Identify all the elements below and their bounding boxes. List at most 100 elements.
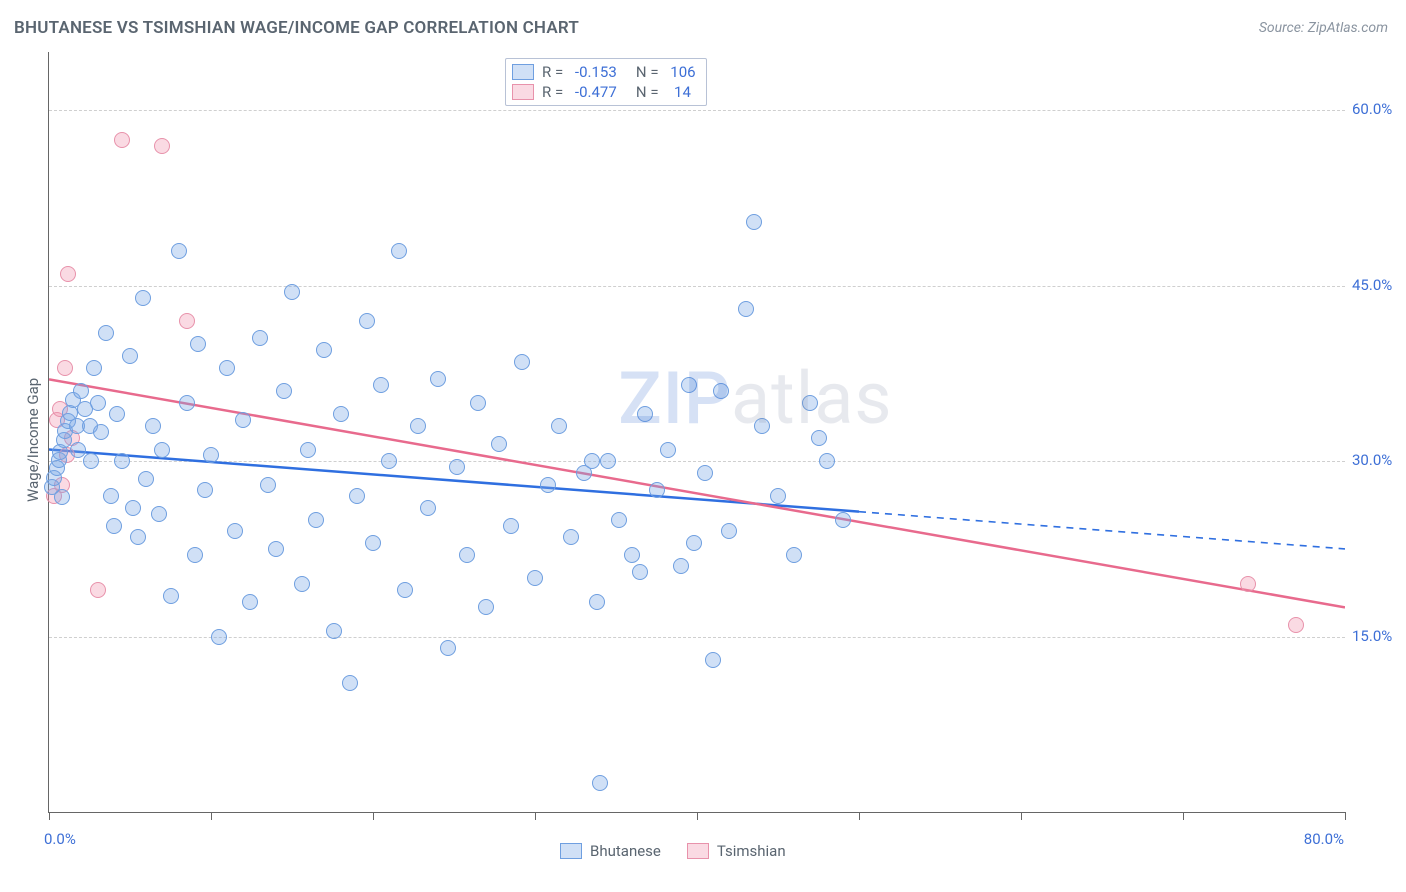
data-point-bhutanese [326, 623, 342, 639]
data-point-bhutanese [786, 547, 802, 563]
data-point-bhutanese [163, 588, 179, 604]
data-point-bhutanese [686, 535, 702, 551]
data-point-tsimshian [1240, 576, 1256, 592]
scatter-plot-area [48, 52, 1345, 813]
data-point-bhutanese [738, 301, 754, 317]
data-point-bhutanese [90, 395, 106, 411]
data-point-bhutanese [284, 284, 300, 300]
data-point-bhutanese [187, 547, 203, 563]
data-point-bhutanese [145, 418, 161, 434]
data-point-bhutanese [449, 459, 465, 475]
data-point-bhutanese [754, 418, 770, 434]
data-point-bhutanese [381, 453, 397, 469]
data-point-bhutanese [673, 558, 689, 574]
data-point-bhutanese [211, 629, 227, 645]
data-point-bhutanese [316, 342, 332, 358]
x-tick [1021, 812, 1022, 820]
data-point-bhutanese [397, 582, 413, 598]
data-point-bhutanese [333, 406, 349, 422]
data-point-bhutanese [420, 500, 436, 516]
data-point-bhutanese [268, 541, 284, 557]
data-point-bhutanese [563, 529, 579, 545]
data-point-bhutanese [632, 564, 648, 580]
data-point-bhutanese [276, 383, 292, 399]
data-point-bhutanese [410, 418, 426, 434]
corr-legend-row: R = -0.153 N = 106 [512, 63, 696, 81]
data-point-bhutanese [600, 453, 616, 469]
data-point-bhutanese [109, 406, 125, 422]
data-point-bhutanese [705, 652, 721, 668]
data-point-bhutanese [440, 640, 456, 656]
data-point-bhutanese [73, 383, 89, 399]
data-point-bhutanese [649, 482, 665, 498]
trend-lines [49, 52, 1345, 812]
data-point-bhutanese [611, 512, 627, 528]
data-point-bhutanese [130, 529, 146, 545]
x-tick-label: 80.0% [1304, 830, 1344, 848]
data-point-bhutanese [770, 488, 786, 504]
data-point-bhutanese [138, 471, 154, 487]
data-point-bhutanese [721, 523, 737, 539]
gridline [49, 461, 1345, 462]
data-point-bhutanese [125, 500, 141, 516]
data-point-bhutanese [349, 488, 365, 504]
y-tick-label: 60.0% [1352, 100, 1392, 118]
data-point-bhutanese [300, 442, 316, 458]
data-point-bhutanese [98, 325, 114, 341]
gridline [49, 286, 1345, 287]
data-point-bhutanese [252, 330, 268, 346]
data-point-bhutanese [308, 512, 324, 528]
data-point-bhutanese [122, 348, 138, 364]
y-tick-label: 45.0% [1352, 276, 1392, 294]
data-point-bhutanese [135, 290, 151, 306]
x-tick [49, 812, 50, 820]
data-point-bhutanese [179, 395, 195, 411]
data-point-bhutanese [681, 377, 697, 393]
data-point-bhutanese [359, 313, 375, 329]
legend-swatch [512, 84, 534, 100]
data-point-bhutanese [242, 594, 258, 610]
gridline [49, 637, 1345, 638]
data-point-bhutanese [151, 506, 167, 522]
data-point-bhutanese [219, 360, 235, 376]
data-point-bhutanese [503, 518, 519, 534]
data-point-bhutanese [514, 354, 530, 370]
data-point-tsimshian [90, 582, 106, 598]
legend-item: Bhutanese [560, 842, 661, 860]
data-point-bhutanese [819, 453, 835, 469]
data-point-bhutanese [527, 570, 543, 586]
data-point-bhutanese [478, 599, 494, 615]
data-point-tsimshian [57, 360, 73, 376]
data-point-tsimshian [154, 138, 170, 154]
x-tick [373, 812, 374, 820]
data-point-bhutanese [835, 512, 851, 528]
y-tick-label: 15.0% [1352, 627, 1392, 645]
data-point-bhutanese [154, 442, 170, 458]
data-point-bhutanese [592, 775, 608, 791]
data-point-bhutanese [365, 535, 381, 551]
data-point-bhutanese [802, 395, 818, 411]
data-point-bhutanese [746, 214, 762, 230]
x-tick [697, 812, 698, 820]
x-tick [211, 812, 212, 820]
data-point-bhutanese [93, 424, 109, 440]
data-point-bhutanese [589, 594, 605, 610]
data-point-bhutanese [624, 547, 640, 563]
data-point-bhutanese [391, 243, 407, 259]
x-tick [535, 812, 536, 820]
legend-label: Bhutanese [590, 842, 661, 860]
data-point-bhutanese [660, 442, 676, 458]
data-point-bhutanese [83, 453, 99, 469]
data-point-tsimshian [60, 266, 76, 282]
data-point-tsimshian [1288, 617, 1304, 633]
data-point-bhutanese [373, 377, 389, 393]
x-tick [1183, 812, 1184, 820]
data-point-tsimshian [114, 132, 130, 148]
gridline [49, 110, 1345, 111]
series-legend: Bhutanese Tsimshian [560, 842, 786, 860]
data-point-bhutanese [470, 395, 486, 411]
data-point-bhutanese [459, 547, 475, 563]
data-point-bhutanese [114, 453, 130, 469]
data-point-bhutanese [491, 436, 507, 452]
legend-label: Tsimshian [717, 842, 786, 860]
